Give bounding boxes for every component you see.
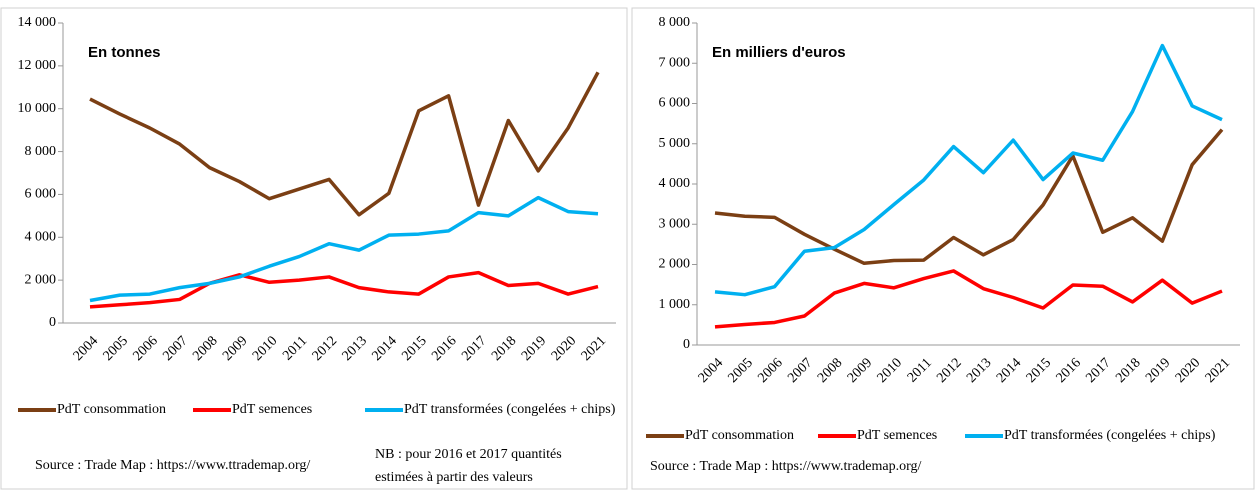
- x-tick-label: 2009: [845, 355, 875, 385]
- x-tick-label: 2019: [519, 333, 549, 363]
- x-tick-label: 2018: [489, 333, 519, 363]
- y-tick-label: 0: [683, 337, 690, 352]
- x-tick-label: 2011: [905, 355, 935, 385]
- series-line: [89, 270, 599, 309]
- y-tick-label: 2 000: [659, 257, 691, 272]
- x-tick-label: 2007: [785, 355, 815, 385]
- y-tick-label: 12 000: [18, 58, 57, 73]
- legend-label: PdT consommation: [685, 428, 794, 443]
- x-tick-label: 2017: [1083, 355, 1113, 385]
- x-tick-label: 2012: [310, 333, 340, 363]
- y-tick-label: 4 000: [659, 176, 691, 191]
- x-tick-label: 2012: [934, 355, 964, 385]
- series-line: [714, 128, 1224, 266]
- y-tick-label: 14 000: [18, 15, 57, 30]
- source: Source : Trade Map : https://www.tradema…: [650, 459, 922, 474]
- series-line: [714, 269, 1223, 329]
- x-tick-label: 2016: [429, 333, 459, 363]
- y-tick-label: 7 000: [659, 55, 691, 70]
- y-tick-label: 0: [49, 315, 56, 330]
- x-tick-label: 2021: [579, 333, 609, 363]
- x-tick-label: 2011: [280, 333, 310, 363]
- y-tick-label: 8 000: [25, 144, 57, 159]
- x-tick-label: 2009: [220, 333, 250, 363]
- x-tick-label: 2018: [1113, 355, 1143, 385]
- legend-label: PdT semences: [232, 402, 312, 417]
- series-line: [89, 71, 600, 217]
- panel-border: [631, 7, 1255, 490]
- x-tick-label: 2020: [1173, 355, 1203, 385]
- x-tick-label: 2004: [71, 333, 101, 363]
- y-tick-label: 2 000: [25, 272, 57, 287]
- x-tick-label: 2014: [994, 355, 1024, 385]
- series-line: [89, 195, 599, 303]
- x-tick-label: 2008: [815, 355, 845, 385]
- x-tick-label: 2019: [1143, 355, 1173, 385]
- x-tick-label: 2005: [101, 333, 131, 363]
- legend-label: PdT transformées (congelées + chips): [1004, 428, 1216, 443]
- y-tick-label: 3 000: [659, 216, 691, 231]
- legend-label: PdT consommation: [57, 402, 166, 417]
- x-tick-label: 2007: [160, 333, 190, 363]
- x-tick-label: 2013: [964, 355, 994, 385]
- x-tick-label: 2021: [1203, 355, 1233, 385]
- annotation: En milliers d'euros: [712, 44, 846, 61]
- x-tick-label: 2015: [1024, 355, 1054, 385]
- x-tick-label: 2020: [549, 333, 579, 363]
- y-tick-label: 8 000: [659, 15, 691, 30]
- annotation: En tonnes: [88, 44, 161, 61]
- x-tick-label: 2004: [696, 355, 726, 385]
- panel-border: [0, 7, 628, 490]
- x-tick-label: 2016: [1054, 355, 1084, 385]
- y-tick-label: 6 000: [25, 187, 57, 202]
- y-tick-label: 1 000: [659, 297, 691, 312]
- x-tick-label: 2014: [370, 333, 400, 363]
- y-tick-label: 10 000: [18, 101, 57, 116]
- y-tick-label: 4 000: [25, 230, 57, 245]
- y-tick-label: 5 000: [659, 136, 691, 151]
- y-tick-label: 6 000: [659, 96, 691, 111]
- x-tick-label: 2017: [459, 333, 489, 363]
- x-tick-label: 2006: [755, 355, 785, 385]
- x-tick-label: 2010: [875, 355, 905, 385]
- note: estimées à partir des valeurs: [375, 470, 533, 485]
- x-tick-label: 2010: [250, 333, 280, 363]
- note: NB : pour 2016 et 2017 quantités: [375, 447, 562, 462]
- legend-label: PdT transformées (congelées + chips): [404, 402, 616, 417]
- x-tick-label: 2013: [340, 333, 370, 363]
- source: Source : Trade Map : https://www.ttradem…: [35, 458, 310, 473]
- series-line: [714, 43, 1223, 297]
- x-tick-label: 2005: [726, 355, 756, 385]
- x-tick-label: 2015: [399, 333, 429, 363]
- legend-label: PdT semences: [857, 428, 937, 443]
- x-tick-label: 2008: [190, 333, 220, 363]
- x-tick-label: 2006: [130, 333, 160, 363]
